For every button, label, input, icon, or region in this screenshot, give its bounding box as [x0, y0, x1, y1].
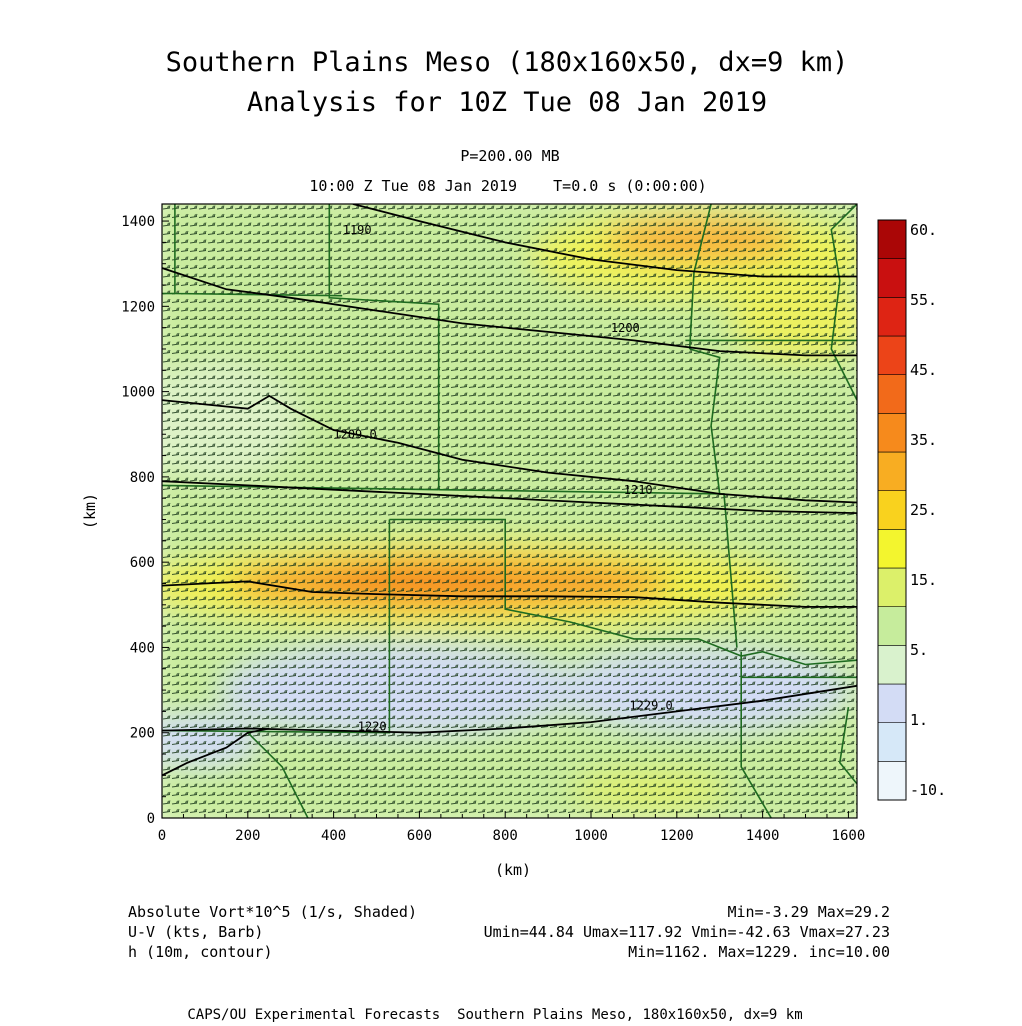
x-tick-label: 600 [407, 828, 432, 844]
state-border-line [838, 706, 857, 785]
x-tick-label: 0 [158, 828, 166, 844]
colorbar-swatch [877, 722, 907, 762]
height-contour-line [352, 204, 857, 278]
colorbar-frame [877, 219, 907, 801]
y-tick-label: 1200 [121, 299, 155, 315]
colorbar-swatch [877, 606, 907, 646]
colorbar-swatch [877, 644, 907, 685]
x-tick-label: 800 [493, 828, 518, 844]
colorbar-swatch [877, 451, 907, 492]
contour-label: 1220 [358, 720, 387, 734]
state-border-line [689, 348, 738, 648]
colorbar-label: 60. [910, 221, 937, 239]
state-border-line [438, 488, 725, 495]
footer-credit: CAPS/OU Experimental Forecasts Southern … [187, 1007, 802, 1022]
x-axis-ticks: 0 200 400 600 800 1000 1200 1400 1600 [158, 811, 865, 844]
colorbar-label: 25. [910, 501, 937, 519]
x-tick-label: 1200 [660, 828, 694, 844]
y-tick-label: 1400 [121, 214, 155, 230]
height-stats: Min=1162. Max=1229. inc=10.00 [628, 943, 890, 961]
y-axis-label: (km) [81, 493, 99, 529]
state-border-line [328, 204, 440, 490]
wind-field-label: U-V (kts, Barb) [128, 923, 263, 941]
colorbar-swatch [877, 219, 907, 260]
y-tick-label: 1000 [121, 385, 155, 401]
contour-label: 1210 [624, 483, 653, 497]
y-tick-label: 400 [130, 640, 155, 656]
x-tick-label: 1400 [746, 828, 780, 844]
colorbar-swatch [877, 528, 907, 569]
y-tick-label: 200 [130, 726, 155, 742]
colorbar-swatch [877, 374, 907, 414]
state-border-line [389, 518, 857, 666]
height-contour-line [162, 684, 857, 734]
contour-label: 1209.0 [333, 428, 376, 442]
wind-stats: Umin=44.84 Umax=117.92 Vmin=-42.63 Vmax=… [484, 923, 890, 941]
x-tick-label: 1600 [832, 828, 866, 844]
y-tick-label: 600 [130, 555, 155, 571]
pressure-level-label: P=200.00 MB [460, 147, 559, 165]
x-tick-label: 200 [235, 828, 260, 844]
y-axis-ticks: 0 200 400 600 800 1000 1200 1400 [121, 214, 169, 827]
colorbar-swatch [877, 412, 907, 453]
height-contour-line [162, 580, 857, 608]
valid-time-label: 10:00 Z Tue 08 Jan 2019 T=0.0 s (0:00:00… [309, 177, 706, 195]
contour-label: 1190 [343, 223, 372, 237]
chart-title-line2: Analysis for 10Z Tue 08 Jan 2019 [247, 87, 767, 118]
colorbar-swatch [877, 490, 907, 530]
y-tick-label: 0 [147, 811, 155, 827]
colorbar-label: 15. [910, 571, 937, 589]
colorbar-label: 55. [910, 291, 937, 309]
colorbar-swatch [877, 683, 907, 724]
colorbar-label: 5. [910, 641, 928, 659]
plot-frame [161, 203, 858, 819]
contour-labels: 1190 1200 1209.0 1210 1220 1229.0 [333, 223, 672, 734]
height-contour-line [162, 480, 857, 514]
plot-area: 1190 1200 1209.0 1210 1220 1229.0 0 200 400 600 8… [121, 203, 865, 844]
vorticity-stats: Min=-3.29 Max=29.2 [727, 903, 890, 921]
colorbar-label: 45. [910, 361, 937, 379]
colorbar-swatch [877, 296, 907, 337]
height-contour-line [162, 394, 857, 504]
height-contour-line [162, 267, 857, 357]
vorticity-field-label: Absolute Vort*10^5 (1/s, Shaded) [128, 903, 417, 921]
colorbar-label: -10. [910, 781, 946, 799]
contour-label: 1200 [611, 321, 640, 335]
chart-title-line1: Southern Plains Meso (180x160x50, dx=9 k… [166, 47, 849, 78]
colorbar-swatch [877, 335, 907, 376]
height-contours [162, 204, 857, 777]
y-tick-label: 800 [130, 470, 155, 486]
x-tick-label: 1000 [574, 828, 608, 844]
contour-label: 1229.0 [629, 698, 672, 712]
colorbar-swatch [877, 567, 907, 608]
state-border-line [830, 204, 857, 401]
colorbar-swatch [877, 760, 907, 801]
colorbar: 60. 55. 45. 35. 25. 15. 5. 1. -10. [877, 219, 946, 801]
x-tick-label: 400 [321, 828, 346, 844]
state-border-line [740, 651, 772, 818]
height-field-label: h (10m, contour) [128, 943, 273, 961]
height-contour-line [162, 727, 270, 777]
colorbar-swatch [877, 258, 907, 298]
state-border-line [247, 732, 309, 818]
colorbar-label: 1. [910, 711, 928, 729]
x-axis-label: (km) [495, 861, 531, 879]
colorbar-label: 35. [910, 431, 937, 449]
